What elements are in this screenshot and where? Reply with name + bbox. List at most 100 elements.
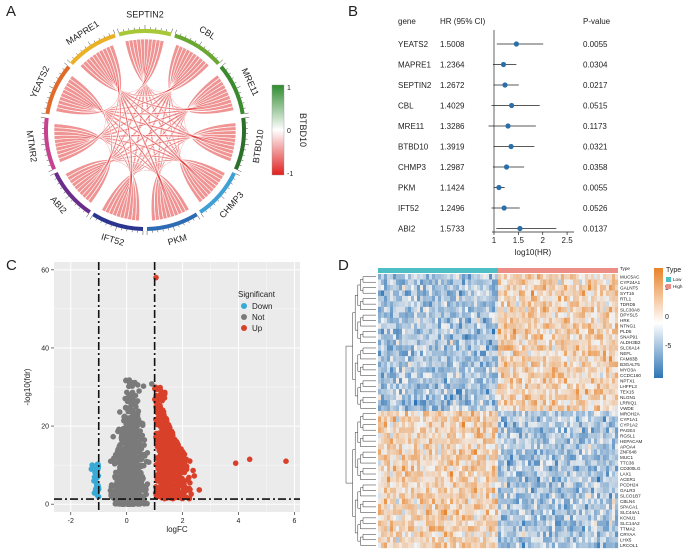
heatmap-cell bbox=[432, 411, 436, 417]
heatmap-cell bbox=[546, 383, 550, 390]
heatmap-cell bbox=[501, 317, 505, 324]
heatmap-cell bbox=[525, 416, 529, 423]
heatmap-cell bbox=[378, 317, 382, 324]
heatmap-cell bbox=[390, 432, 394, 439]
heatmap-cell bbox=[606, 367, 610, 373]
heatmap-cell bbox=[453, 460, 457, 466]
heatmap-cell bbox=[531, 394, 535, 401]
heatmap-cell bbox=[534, 383, 538, 390]
heatmap-cell bbox=[486, 449, 490, 455]
heatmap-cell bbox=[480, 449, 484, 455]
heatmap-cell bbox=[450, 378, 454, 384]
heatmap-cell bbox=[417, 416, 421, 423]
volcano-point bbox=[110, 433, 116, 440]
heatmap-cell bbox=[381, 279, 385, 286]
heatmap-cell bbox=[471, 411, 475, 417]
heatmap-cell bbox=[477, 465, 481, 472]
heatmap-cell bbox=[399, 378, 403, 384]
heatmap-cell bbox=[504, 449, 508, 455]
heatmap-cell bbox=[531, 460, 535, 466]
heatmap-cell bbox=[396, 312, 400, 318]
heatmap-cell bbox=[603, 383, 607, 390]
chord-gene-label-btbd10: BTBD10 bbox=[251, 129, 266, 164]
heatmap-cell bbox=[480, 295, 484, 302]
heatmap-cell bbox=[507, 312, 511, 318]
forest-header-gene: gene bbox=[398, 17, 416, 26]
heatmap-cell bbox=[438, 290, 442, 297]
heatmap-cell bbox=[516, 290, 520, 297]
heatmap-cell bbox=[543, 438, 547, 445]
heatmap-cell bbox=[384, 471, 388, 477]
heatmap-cell bbox=[462, 350, 466, 357]
heatmap-cell bbox=[480, 279, 484, 286]
heatmap-cell bbox=[435, 317, 439, 324]
heatmap-cell bbox=[558, 290, 562, 297]
heatmap-cell bbox=[417, 356, 421, 362]
heatmap-cell bbox=[423, 334, 427, 340]
heatmap-cell bbox=[606, 274, 610, 280]
heatmap-cell bbox=[507, 449, 511, 455]
heatmap-cell bbox=[465, 427, 469, 434]
heatmap-cell bbox=[393, 389, 397, 395]
heatmap-cell bbox=[555, 306, 559, 313]
forest-gene-mre11: MRE11 bbox=[398, 122, 425, 131]
heatmap-cell bbox=[498, 367, 502, 373]
heatmap-cell bbox=[513, 427, 517, 434]
heatmap-cell bbox=[465, 372, 469, 379]
heatmap-cell bbox=[459, 400, 463, 406]
heatmap-cell bbox=[576, 389, 580, 395]
heatmap-cell bbox=[513, 274, 517, 280]
volcano-point bbox=[94, 482, 101, 488]
heatmap-cell bbox=[525, 465, 529, 472]
heatmap-cell bbox=[471, 279, 475, 286]
heatmap-cell bbox=[459, 427, 463, 434]
chord-tick bbox=[48, 164, 51, 167]
heatmap-cell bbox=[579, 290, 583, 297]
heatmap-cell bbox=[423, 295, 427, 302]
heatmap-cell bbox=[396, 334, 400, 340]
heatmap-cell bbox=[504, 295, 508, 302]
chord-tick bbox=[115, 226, 117, 231]
heatmap-cell bbox=[594, 306, 598, 313]
heatmap-cell bbox=[471, 394, 475, 401]
heatmap-cell bbox=[501, 454, 505, 461]
heatmap-cell bbox=[429, 438, 433, 445]
heatmap-cell bbox=[600, 334, 604, 340]
forest-hr-ift52: 1.2496 bbox=[440, 204, 465, 213]
heatmap-cell bbox=[396, 394, 400, 401]
heatmap-cell bbox=[501, 356, 505, 362]
heatmap-cell bbox=[531, 274, 535, 280]
heatmap-cell bbox=[519, 356, 523, 362]
heatmap-cell bbox=[447, 301, 451, 308]
heatmap-cell bbox=[564, 400, 568, 406]
volcano-point bbox=[114, 489, 121, 495]
heatmap-cell bbox=[600, 454, 604, 461]
heatmap-cell bbox=[483, 421, 487, 428]
heatmap-cell bbox=[444, 454, 448, 461]
heatmap-cell bbox=[420, 383, 424, 390]
heatmap-cell bbox=[477, 383, 481, 390]
heatmap-cell bbox=[390, 279, 394, 286]
heatmap-cell bbox=[483, 449, 487, 455]
forest-x-tick-label: 1 bbox=[492, 236, 497, 245]
heatmap-cell bbox=[504, 317, 508, 324]
heatmap-cell bbox=[429, 328, 433, 335]
heatmap-cell bbox=[447, 345, 451, 351]
heatmap-cell bbox=[408, 339, 412, 346]
heatmap-cell bbox=[591, 432, 595, 439]
heatmap-cell bbox=[519, 334, 523, 340]
heatmap-cell bbox=[468, 367, 472, 373]
heatmap-cell bbox=[402, 438, 406, 445]
heatmap-cell bbox=[498, 416, 502, 423]
heatmap-cell bbox=[444, 427, 448, 434]
heatmap-cell bbox=[498, 411, 502, 417]
heatmap-cell bbox=[486, 465, 490, 472]
heatmap-cell bbox=[465, 378, 469, 384]
heatmap-cell bbox=[435, 312, 439, 318]
heatmap-cell bbox=[561, 356, 565, 362]
heatmap-cell bbox=[408, 350, 412, 357]
heatmap-cell bbox=[555, 405, 559, 412]
volcano-point bbox=[120, 492, 126, 499]
heatmap-cell bbox=[552, 394, 556, 401]
